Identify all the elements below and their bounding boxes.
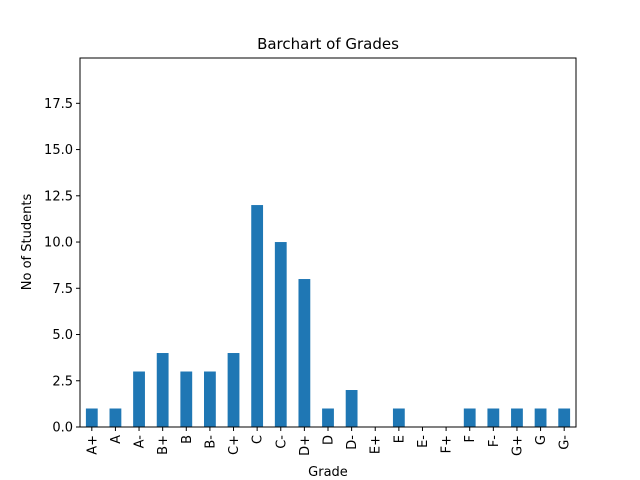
bar-A+ [85, 408, 98, 427]
x-tick-label: E- [416, 435, 431, 448]
plot-frame [79, 57, 577, 428]
bar-G- [558, 408, 571, 427]
x-tick-label: B- [203, 435, 218, 449]
x-tick-label: E+ [369, 435, 384, 454]
x-tick-label: B+ [156, 435, 171, 455]
x-tick-label: F+ [440, 435, 455, 453]
bar-A [109, 408, 122, 427]
x-tick-label: D- [345, 435, 360, 450]
x-tick-label: G- [558, 435, 573, 450]
x-tick-label: A- [133, 435, 148, 449]
x-tick-label: D+ [298, 435, 313, 456]
bar-D- [345, 390, 358, 427]
x-tick-label: A [109, 435, 124, 444]
x-axis-label: Grade [308, 465, 348, 480]
x-tick-label: E [392, 435, 407, 443]
y-tick-label: 17.5 [44, 97, 73, 112]
x-tick-label: B [180, 435, 195, 444]
y-tick-label: 5.0 [52, 328, 73, 343]
y-tick-label: 10.0 [44, 236, 73, 251]
x-tick-label: F [463, 435, 478, 442]
x-tick-label: G+ [510, 435, 525, 456]
bar-C [251, 205, 264, 427]
y-tick-label: 2.5 [52, 374, 73, 389]
y-tick-label: 12.5 [44, 189, 73, 204]
y-tick-label: 15.0 [44, 143, 73, 158]
x-tick-label: G [534, 435, 549, 445]
x-tick-label: C- [274, 435, 289, 449]
bar-D [322, 408, 334, 427]
x-tick-label: C+ [227, 435, 242, 455]
x-tick-label: F- [487, 435, 502, 447]
bar-A- [133, 371, 145, 427]
x-axis-ticks: A+ A A- B+ B B- C+ C C- D+ D D- E+ E E- F+ F F- G+ G G- [85, 427, 573, 456]
bar-E [392, 408, 405, 427]
bar-B+ [156, 353, 169, 427]
bar-C- [274, 242, 287, 427]
bar-F [463, 408, 476, 427]
bars [85, 205, 571, 427]
x-tick-label: C [251, 435, 266, 444]
bar-G [534, 408, 547, 427]
y-axis-label: No of Students [20, 194, 35, 291]
bar-B [180, 371, 193, 427]
x-tick-label: A+ [85, 435, 100, 455]
bar-D+ [298, 279, 311, 427]
chart-title: Barchart of Grades [257, 35, 399, 53]
y-tick-label: 0.0 [52, 421, 73, 436]
x-tick-label: D [322, 435, 337, 445]
bar-G+ [511, 408, 523, 427]
y-axis-ticks: 0.0 2.5 5.0 7.5 10.0 12.5 15.0 17.5 [44, 97, 80, 436]
y-tick-label: 7.5 [52, 282, 73, 297]
bar-F- [487, 408, 500, 427]
bar-B- [204, 371, 216, 427]
bar-C+ [227, 353, 240, 427]
